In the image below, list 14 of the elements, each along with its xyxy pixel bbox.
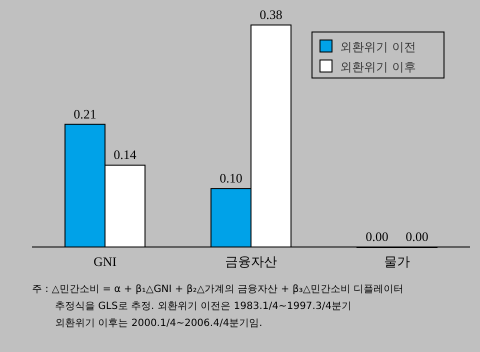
x-tick-label: 금융자산: [225, 254, 277, 269]
data-label: 0.38: [260, 7, 282, 22]
text: 외환위기 이후는 2000.1/4~2006.4/4분기임.: [55, 318, 262, 329]
text: 추정식을 GLS로 추정. 외환위기 이전은 1983.1/4~1997.3/4분기: [55, 301, 352, 312]
x-tick-label: 물가: [384, 254, 410, 269]
data-label: 0.10: [220, 170, 242, 186]
legend-label: 외환위기 이후: [340, 60, 416, 74]
text: 주 : △민간소비 = α + β₁△GNI + β₂△가계의 금융자산 + β₃△민간소비 디플레이터: [32, 284, 404, 295]
data-label: 0.14: [114, 147, 137, 162]
legend-label: 외환위기 이전: [340, 40, 416, 54]
data-label: 0.00: [406, 229, 428, 244]
data-label: 0.21: [74, 106, 96, 122]
x-tick-label: GNI: [93, 254, 117, 269]
data-label: 0.00: [366, 229, 388, 244]
